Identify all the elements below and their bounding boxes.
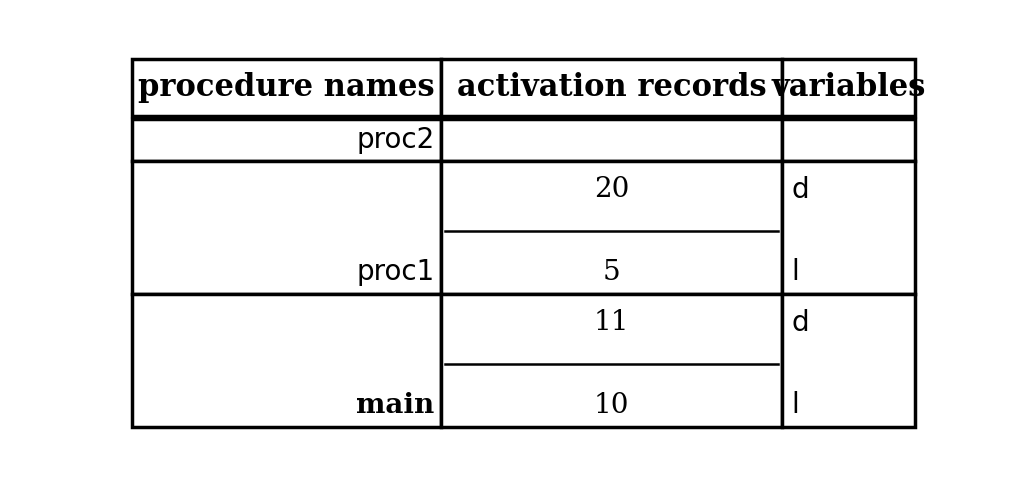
Bar xyxy=(132,119,441,161)
Bar xyxy=(441,119,782,161)
Text: proc2: proc2 xyxy=(356,126,435,153)
Text: main: main xyxy=(356,392,435,419)
Bar xyxy=(441,59,782,116)
Bar xyxy=(132,161,441,293)
Bar xyxy=(782,119,915,161)
Bar xyxy=(132,59,441,116)
Text: l: l xyxy=(791,391,799,419)
Text: 20: 20 xyxy=(593,176,629,203)
Text: 10: 10 xyxy=(593,392,629,419)
Bar xyxy=(441,161,782,293)
Text: d: d xyxy=(791,176,809,204)
Bar xyxy=(782,59,915,116)
Text: procedure names: procedure names xyxy=(138,72,435,103)
Text: 11: 11 xyxy=(593,309,629,337)
Text: variables: variables xyxy=(771,72,926,103)
Text: 5: 5 xyxy=(602,259,620,286)
Text: d: d xyxy=(791,309,809,337)
Text: activation records: activation records xyxy=(456,72,766,103)
Bar xyxy=(782,293,915,426)
Bar xyxy=(441,293,782,426)
Bar xyxy=(782,161,915,293)
Text: proc1: proc1 xyxy=(356,258,435,286)
Bar xyxy=(132,293,441,426)
Text: l: l xyxy=(791,258,799,286)
